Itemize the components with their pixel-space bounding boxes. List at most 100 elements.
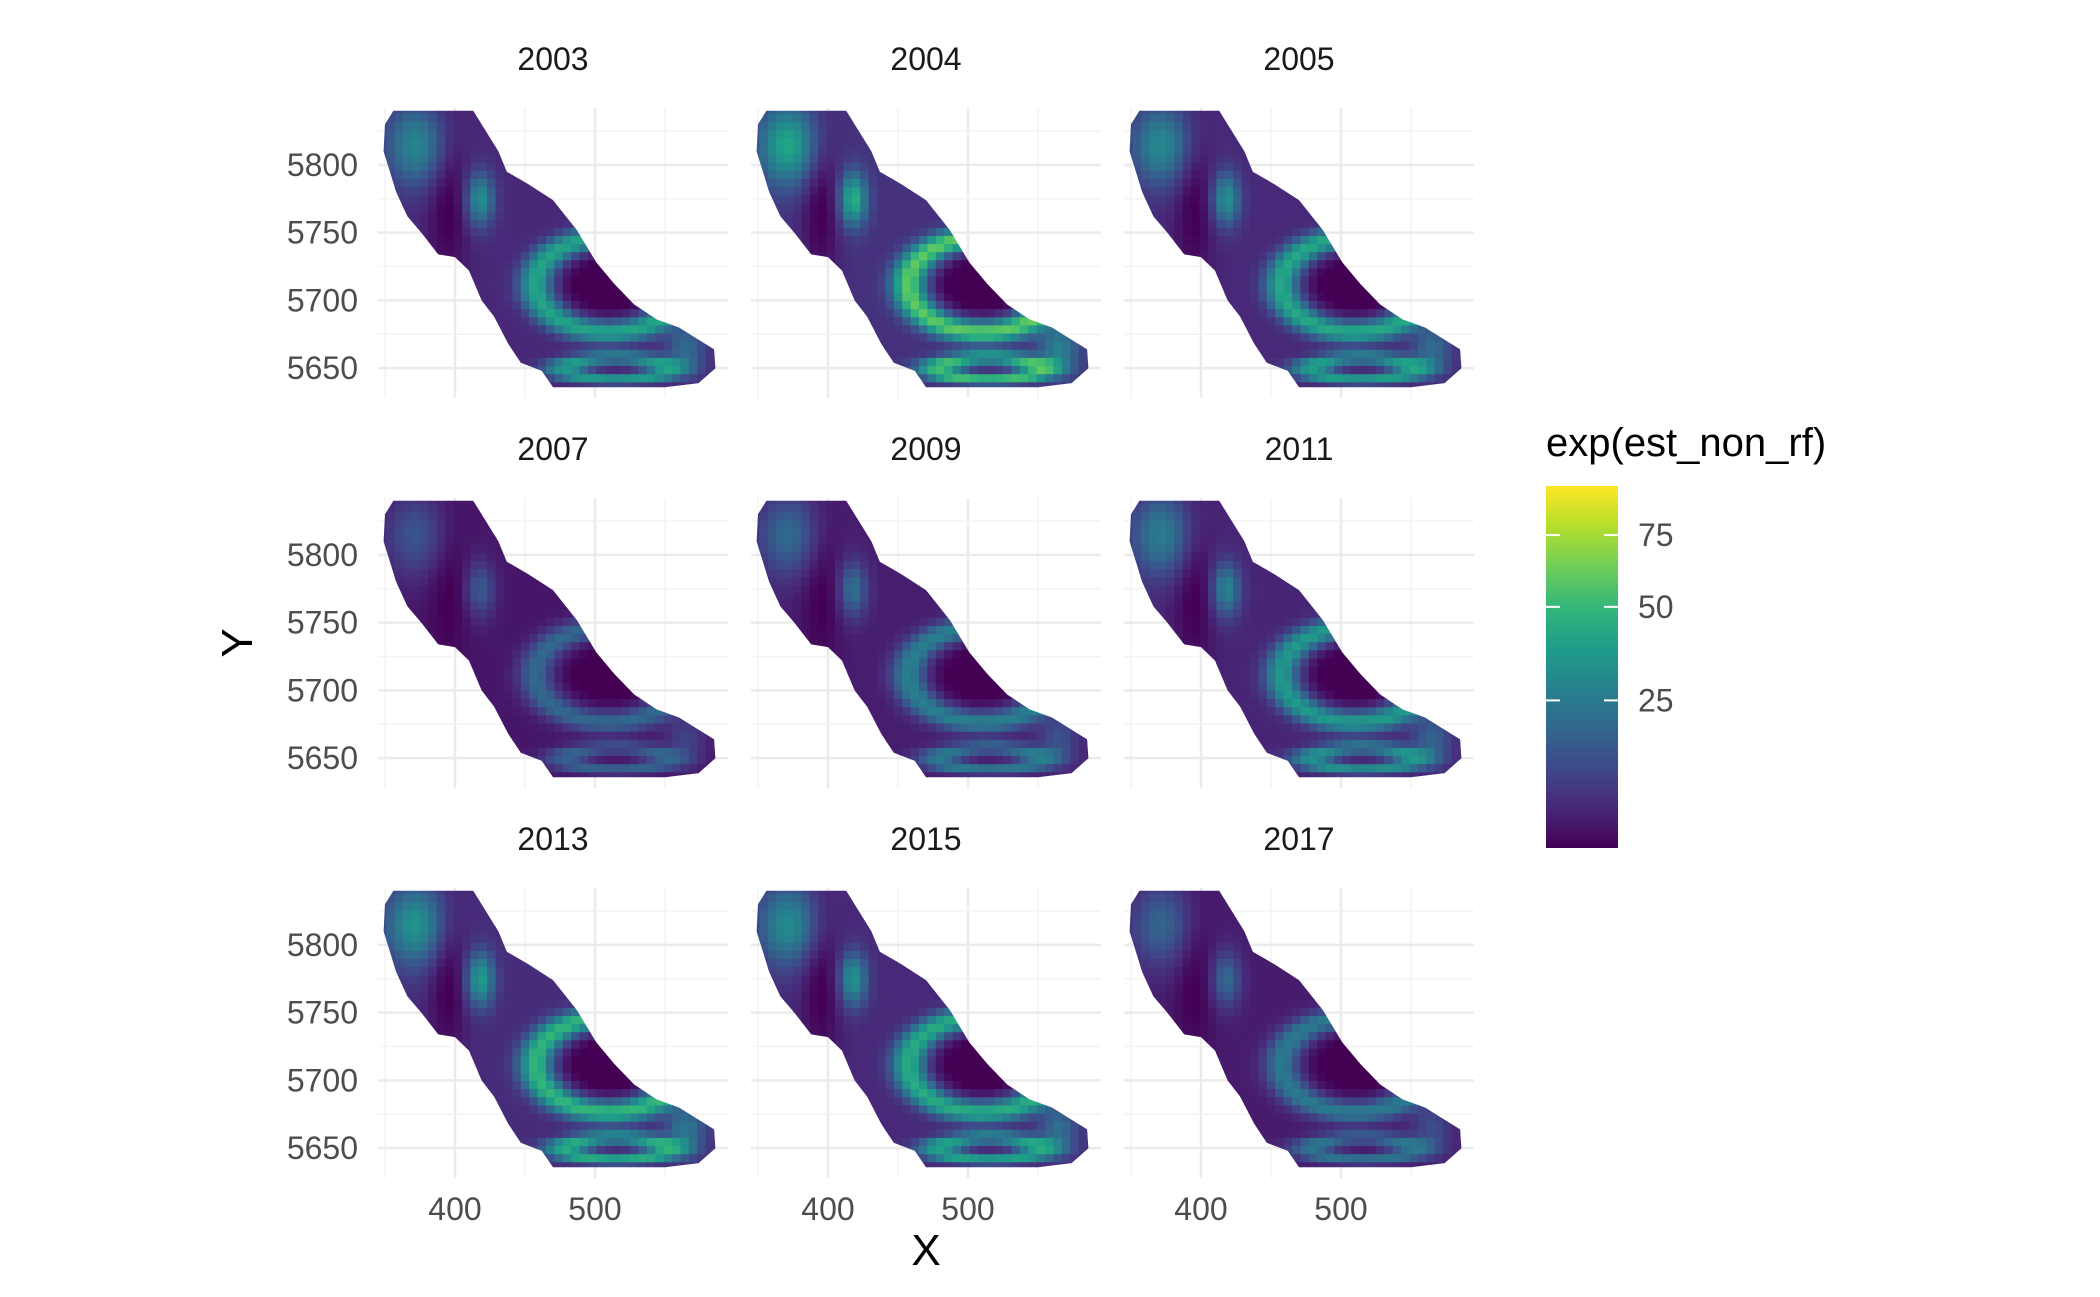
raster-cell: [445, 235, 455, 245]
raster-cell: [596, 373, 606, 383]
raster-cell: [478, 113, 488, 123]
raster-cell: [1292, 154, 1301, 163]
raster-cell: [776, 381, 786, 388]
raster-cell: [1292, 137, 1301, 147]
raster-cell: [403, 186, 413, 196]
raster-cell: [877, 251, 886, 261]
raster-cell: [893, 324, 903, 334]
raster-cell: [495, 308, 505, 318]
raster-cell: [436, 576, 446, 586]
raster-cell: [646, 219, 656, 228]
raster-cell: [1426, 235, 1436, 245]
raster-cell: [705, 284, 715, 293]
raster-cell: [1317, 178, 1327, 188]
raster-cell: [809, 324, 819, 334]
raster-cell: [1392, 137, 1402, 147]
raster-cell: [462, 739, 471, 748]
raster-cell: [386, 219, 396, 228]
raster-cell: [1158, 390, 1167, 399]
raster-cell: [604, 110, 614, 114]
raster-cell: [1019, 381, 1029, 388]
raster-cell: [877, 202, 886, 212]
raster-cell: [860, 178, 870, 188]
raster-cell: [604, 267, 614, 277]
raster-cell: [1241, 186, 1251, 196]
raster-cell: [1224, 129, 1234, 139]
raster-cell: [910, 373, 920, 383]
raster-cell: [714, 316, 716, 326]
raster-cell: [969, 349, 979, 358]
raster-cell: [801, 137, 811, 147]
raster-cell: [714, 300, 716, 310]
raster-cell: [386, 592, 396, 602]
raster-cell: [1191, 170, 1201, 179]
raster-cell: [994, 365, 1004, 375]
raster-cell: [944, 341, 954, 350]
raster-cell: [386, 641, 396, 651]
raster-cell: [596, 341, 606, 350]
raster-cell: [495, 186, 505, 196]
raster-cell: [554, 267, 564, 277]
raster-cell: [546, 284, 555, 293]
raster-cell: [562, 365, 572, 375]
raster-cell: [646, 267, 656, 277]
raster-cell: [512, 178, 522, 188]
raster-cell: [386, 137, 396, 147]
raster-cell: [1266, 259, 1276, 269]
raster-cell: [1376, 113, 1385, 123]
raster-cell: [436, 154, 446, 163]
raster-cell: [655, 267, 665, 277]
raster-cell: [1300, 178, 1310, 188]
raster-cell: [835, 235, 844, 245]
raster-cell: [663, 357, 673, 366]
raster-cell: [554, 300, 564, 310]
raster-cell: [1182, 129, 1192, 139]
raster-cell: [818, 300, 828, 310]
raster-cell: [910, 292, 920, 301]
raster-cell: [1401, 357, 1411, 366]
raster-cell: [784, 170, 794, 179]
raster-cell: [877, 381, 886, 388]
raster-cell: [680, 341, 690, 350]
raster-cell: [1157, 284, 1167, 293]
raster-cell: [843, 121, 853, 131]
raster-cell: [394, 162, 404, 171]
raster-cell: [554, 284, 564, 293]
raster-cell: [1241, 243, 1251, 253]
raster-cell: [1011, 349, 1021, 358]
raster-cell: [1157, 145, 1167, 155]
raster-cell: [420, 739, 429, 748]
raster-cell: [994, 357, 1004, 366]
raster-cell: [1095, 284, 1104, 293]
raster-cell: [1053, 316, 1063, 326]
raster-cell: [1157, 324, 1167, 334]
raster-cell: [868, 219, 878, 228]
raster-cell: [462, 625, 471, 635]
raster-cell: [504, 324, 513, 334]
raster-cell: [1070, 178, 1080, 188]
raster-cell: [1384, 219, 1394, 228]
raster-cell: [1350, 292, 1360, 301]
raster-cell: [529, 308, 539, 318]
raster-cell: [1367, 170, 1377, 179]
raster-cell: [428, 592, 438, 602]
raster-cell: [978, 390, 987, 399]
raster-cell: [1434, 251, 1444, 261]
raster-cell: [1241, 121, 1251, 131]
raster-cell: [835, 113, 844, 123]
raster-cell: [428, 202, 438, 212]
raster-cell: [470, 110, 480, 114]
raster-cell: [487, 162, 497, 171]
raster-cell: [1157, 316, 1167, 326]
raster-cell: [1443, 316, 1453, 326]
raster-cell: [969, 251, 979, 261]
raster-cell: [1157, 170, 1167, 179]
raster-cell: [487, 194, 497, 204]
raster-cell: [672, 300, 681, 310]
raster-cell: [1078, 170, 1088, 179]
raster-cell: [403, 308, 413, 318]
raster-cell: [383, 511, 387, 521]
raster-cell: [1401, 110, 1411, 114]
raster-cell: [1258, 137, 1268, 147]
raster-cell: [1376, 349, 1385, 358]
